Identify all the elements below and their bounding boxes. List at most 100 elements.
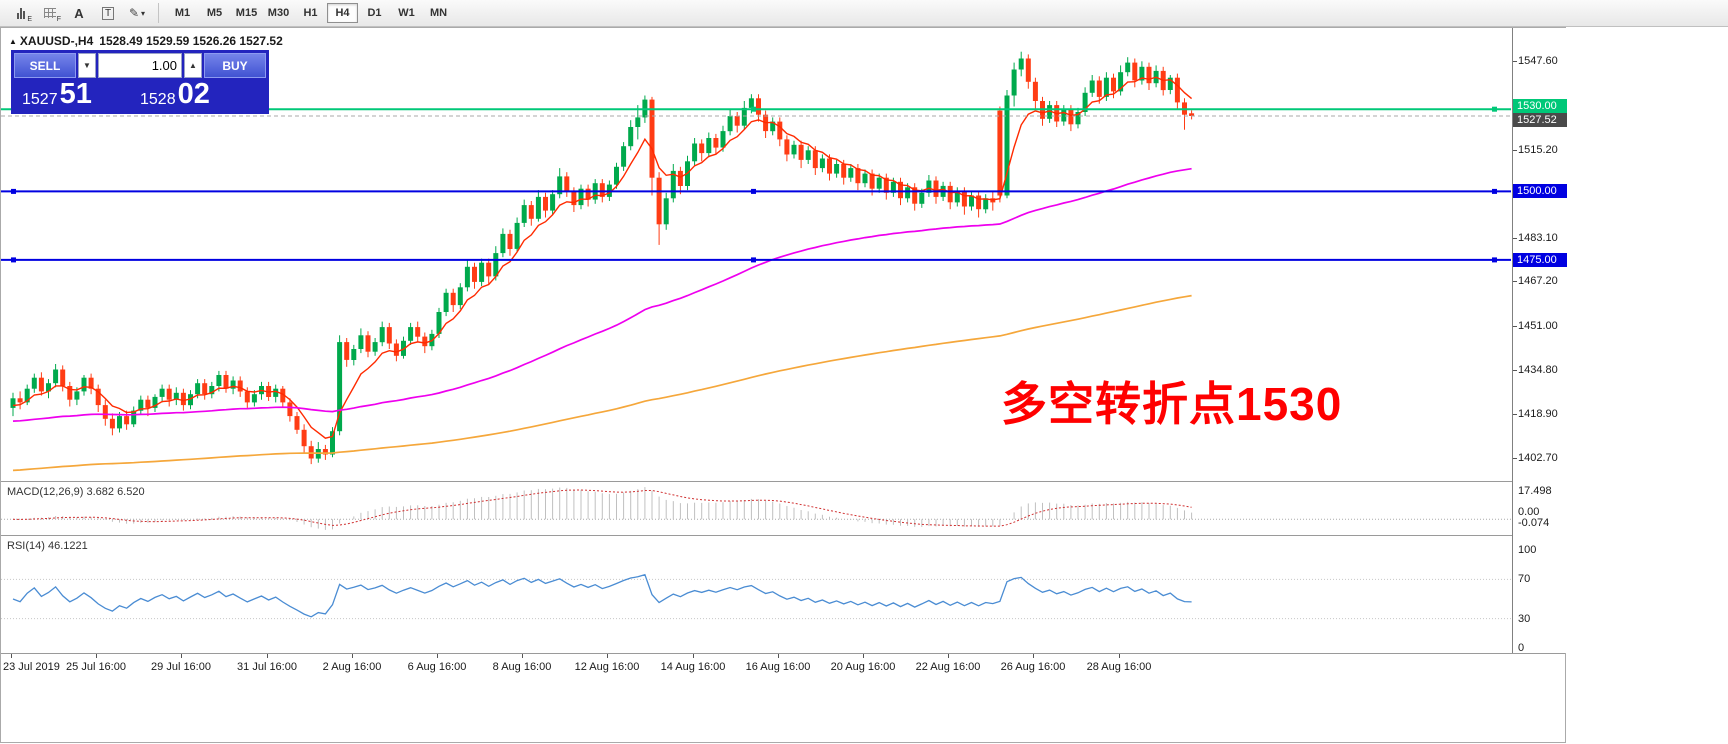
price-axis[interactable]: 1547.60 1515.20 1483.10 1467.20 1451.00 1434.… bbox=[1512, 28, 1567, 654]
price-tick bbox=[1513, 281, 1517, 282]
line-handle[interactable] bbox=[1492, 257, 1497, 263]
price-tick bbox=[1513, 458, 1517, 459]
grid-glyph bbox=[44, 8, 56, 18]
bar-chart-icon[interactable]: E bbox=[8, 2, 34, 24]
timeframe-m15[interactable]: M15 bbox=[231, 3, 262, 23]
time-tick bbox=[352, 654, 353, 658]
price-axis-label: 1515.20 bbox=[1518, 144, 1558, 156]
timeframe-m1[interactable]: M1 bbox=[167, 3, 198, 23]
panel-divider[interactable] bbox=[1, 481, 1565, 482]
volume-dropdown-button[interactable]: ▼ bbox=[78, 53, 96, 78]
grid-sub: F bbox=[56, 16, 61, 23]
rsi-axis-label: 70 bbox=[1518, 573, 1531, 585]
collapse-arrow-icon[interactable]: ▲ bbox=[9, 37, 17, 46]
macd-chart[interactable] bbox=[1, 482, 1511, 535]
chart-annotation: 多空转折点1530 bbox=[1001, 378, 1343, 430]
panel-divider[interactable] bbox=[1, 535, 1565, 536]
ohlc-values: 1528.49 1529.59 1526.26 1527.52 bbox=[99, 34, 283, 48]
time-tick bbox=[778, 654, 779, 658]
price-axis-label: 1483.10 bbox=[1518, 232, 1558, 244]
line-handle[interactable] bbox=[11, 188, 16, 194]
macd-label: MACD(12,26,9) 3.682 6.520 bbox=[7, 486, 145, 498]
line-handle[interactable] bbox=[11, 257, 16, 263]
grid-icon[interactable]: F bbox=[37, 2, 63, 24]
price-tick bbox=[1513, 326, 1517, 327]
volume-input[interactable] bbox=[98, 53, 182, 78]
rsi-value: 46.1221 bbox=[47, 540, 88, 552]
time-axis-label: 20 Aug 16:00 bbox=[830, 661, 896, 673]
time-axis-label: 29 Jul 16:00 bbox=[151, 661, 211, 673]
time-axis-label: 2 Aug 16:00 bbox=[322, 661, 382, 673]
time-tick bbox=[96, 654, 97, 658]
time-axis[interactable]: 23 Jul 2019 25 Jul 16:00 29 Jul 16:00 31 Ju… bbox=[1, 654, 1511, 680]
time-axis-label: 12 Aug 16:00 bbox=[574, 661, 640, 673]
price-axis-label: 1418.90 bbox=[1518, 408, 1558, 420]
chevron-down-icon: ▼ bbox=[83, 61, 91, 70]
price-axis-label: 1547.60 bbox=[1518, 55, 1558, 67]
one-click-trading-panel: SELL ▼ ▲ BUY 1527 51 1528 02 bbox=[11, 50, 269, 114]
timeframe-buttons: M1 M5 M15 M30 H1 H4 D1 W1 MN bbox=[167, 3, 454, 23]
price-tick bbox=[1513, 414, 1517, 415]
rsi-label: RSI(14) 46.1221 bbox=[7, 540, 88, 552]
timeframe-d1[interactable]: D1 bbox=[359, 3, 390, 23]
sell-price: 1527 51 bbox=[22, 78, 92, 110]
time-axis-label: 6 Aug 16:00 bbox=[407, 661, 467, 673]
line-handle[interactable] bbox=[751, 257, 756, 263]
timeframe-h1[interactable]: H1 bbox=[295, 3, 326, 23]
timeframe-m30[interactable]: M30 bbox=[263, 3, 294, 23]
price-tag: 1500.00 bbox=[1513, 184, 1567, 198]
time-tick bbox=[863, 654, 864, 658]
timeframe-m5[interactable]: M5 bbox=[199, 3, 230, 23]
time-tick bbox=[1033, 654, 1034, 658]
chart-title: ▲ XAUUSD-,H4 1528.49 1529.59 1526.26 1527.… bbox=[9, 34, 283, 48]
time-axis-label: 25 Jul 16:00 bbox=[66, 661, 126, 673]
line-handle[interactable] bbox=[1492, 188, 1497, 194]
time-tick bbox=[693, 654, 694, 658]
line-handle[interactable] bbox=[751, 106, 756, 112]
price-axis-label: 1402.70 bbox=[1518, 452, 1558, 464]
price-tag: 1530.00 bbox=[1513, 99, 1567, 113]
rsi-axis-label: 0 bbox=[1518, 642, 1525, 654]
price-tick bbox=[1513, 61, 1517, 62]
time-tick bbox=[948, 654, 949, 658]
line-handle[interactable] bbox=[1492, 106, 1497, 112]
text-cursor-icon[interactable]: A bbox=[74, 5, 84, 21]
chevron-up-icon: ▲ bbox=[189, 61, 197, 70]
price-axis-label: 1467.20 bbox=[1518, 275, 1558, 287]
label-tool-icon[interactable]: T bbox=[95, 2, 121, 24]
time-tick bbox=[181, 654, 182, 658]
toolbar: E F A T ✎ ▾ M1 M5 M15 M30 H1 H4 D1 W1 MN bbox=[0, 0, 1728, 27]
rsi-chart[interactable] bbox=[1, 536, 1511, 653]
volume-spinner-up[interactable]: ▲ bbox=[184, 53, 202, 78]
time-axis-label: 22 Aug 16:00 bbox=[915, 661, 981, 673]
bar-chart-glyph bbox=[17, 7, 25, 19]
time-tick bbox=[437, 654, 438, 658]
time-tick bbox=[11, 654, 12, 658]
price-tick bbox=[1513, 370, 1517, 371]
price-axis-label: 1451.00 bbox=[1518, 320, 1558, 332]
price-axis-label: 1434.80 bbox=[1518, 364, 1558, 376]
timeframe-mn[interactable]: MN bbox=[423, 3, 454, 23]
time-axis-label: 23 Jul 2019 bbox=[3, 661, 60, 673]
buy-button[interactable]: BUY bbox=[204, 53, 266, 78]
time-tick bbox=[607, 654, 608, 658]
macd-axis-label: 17.498 bbox=[1518, 485, 1552, 497]
price-tag: 1527.52 bbox=[1513, 113, 1567, 127]
macd-values: 3.682 6.520 bbox=[86, 486, 145, 498]
panel-divider[interactable] bbox=[1, 653, 1565, 654]
line-handle[interactable] bbox=[751, 188, 756, 194]
rsi-axis-label: 100 bbox=[1518, 544, 1537, 556]
quote-row: 1527 51 1528 02 bbox=[14, 78, 266, 111]
time-tick bbox=[267, 654, 268, 658]
time-axis-label: 28 Aug 16:00 bbox=[1086, 661, 1152, 673]
symbol-timeframe: XAUUSD-,H4 bbox=[19, 34, 94, 48]
draw-tool-icon[interactable]: ✎ ▾ bbox=[128, 6, 146, 20]
timeframe-h4[interactable]: H4 bbox=[327, 3, 358, 23]
time-tick bbox=[522, 654, 523, 658]
time-tick bbox=[1119, 654, 1120, 658]
macd-axis-label: 0.00 bbox=[1518, 506, 1540, 518]
time-axis-label: 8 Aug 16:00 bbox=[492, 661, 552, 673]
timeframe-w1[interactable]: W1 bbox=[391, 3, 422, 23]
time-axis-label: 16 Aug 16:00 bbox=[745, 661, 811, 673]
sell-button[interactable]: SELL bbox=[14, 53, 76, 78]
